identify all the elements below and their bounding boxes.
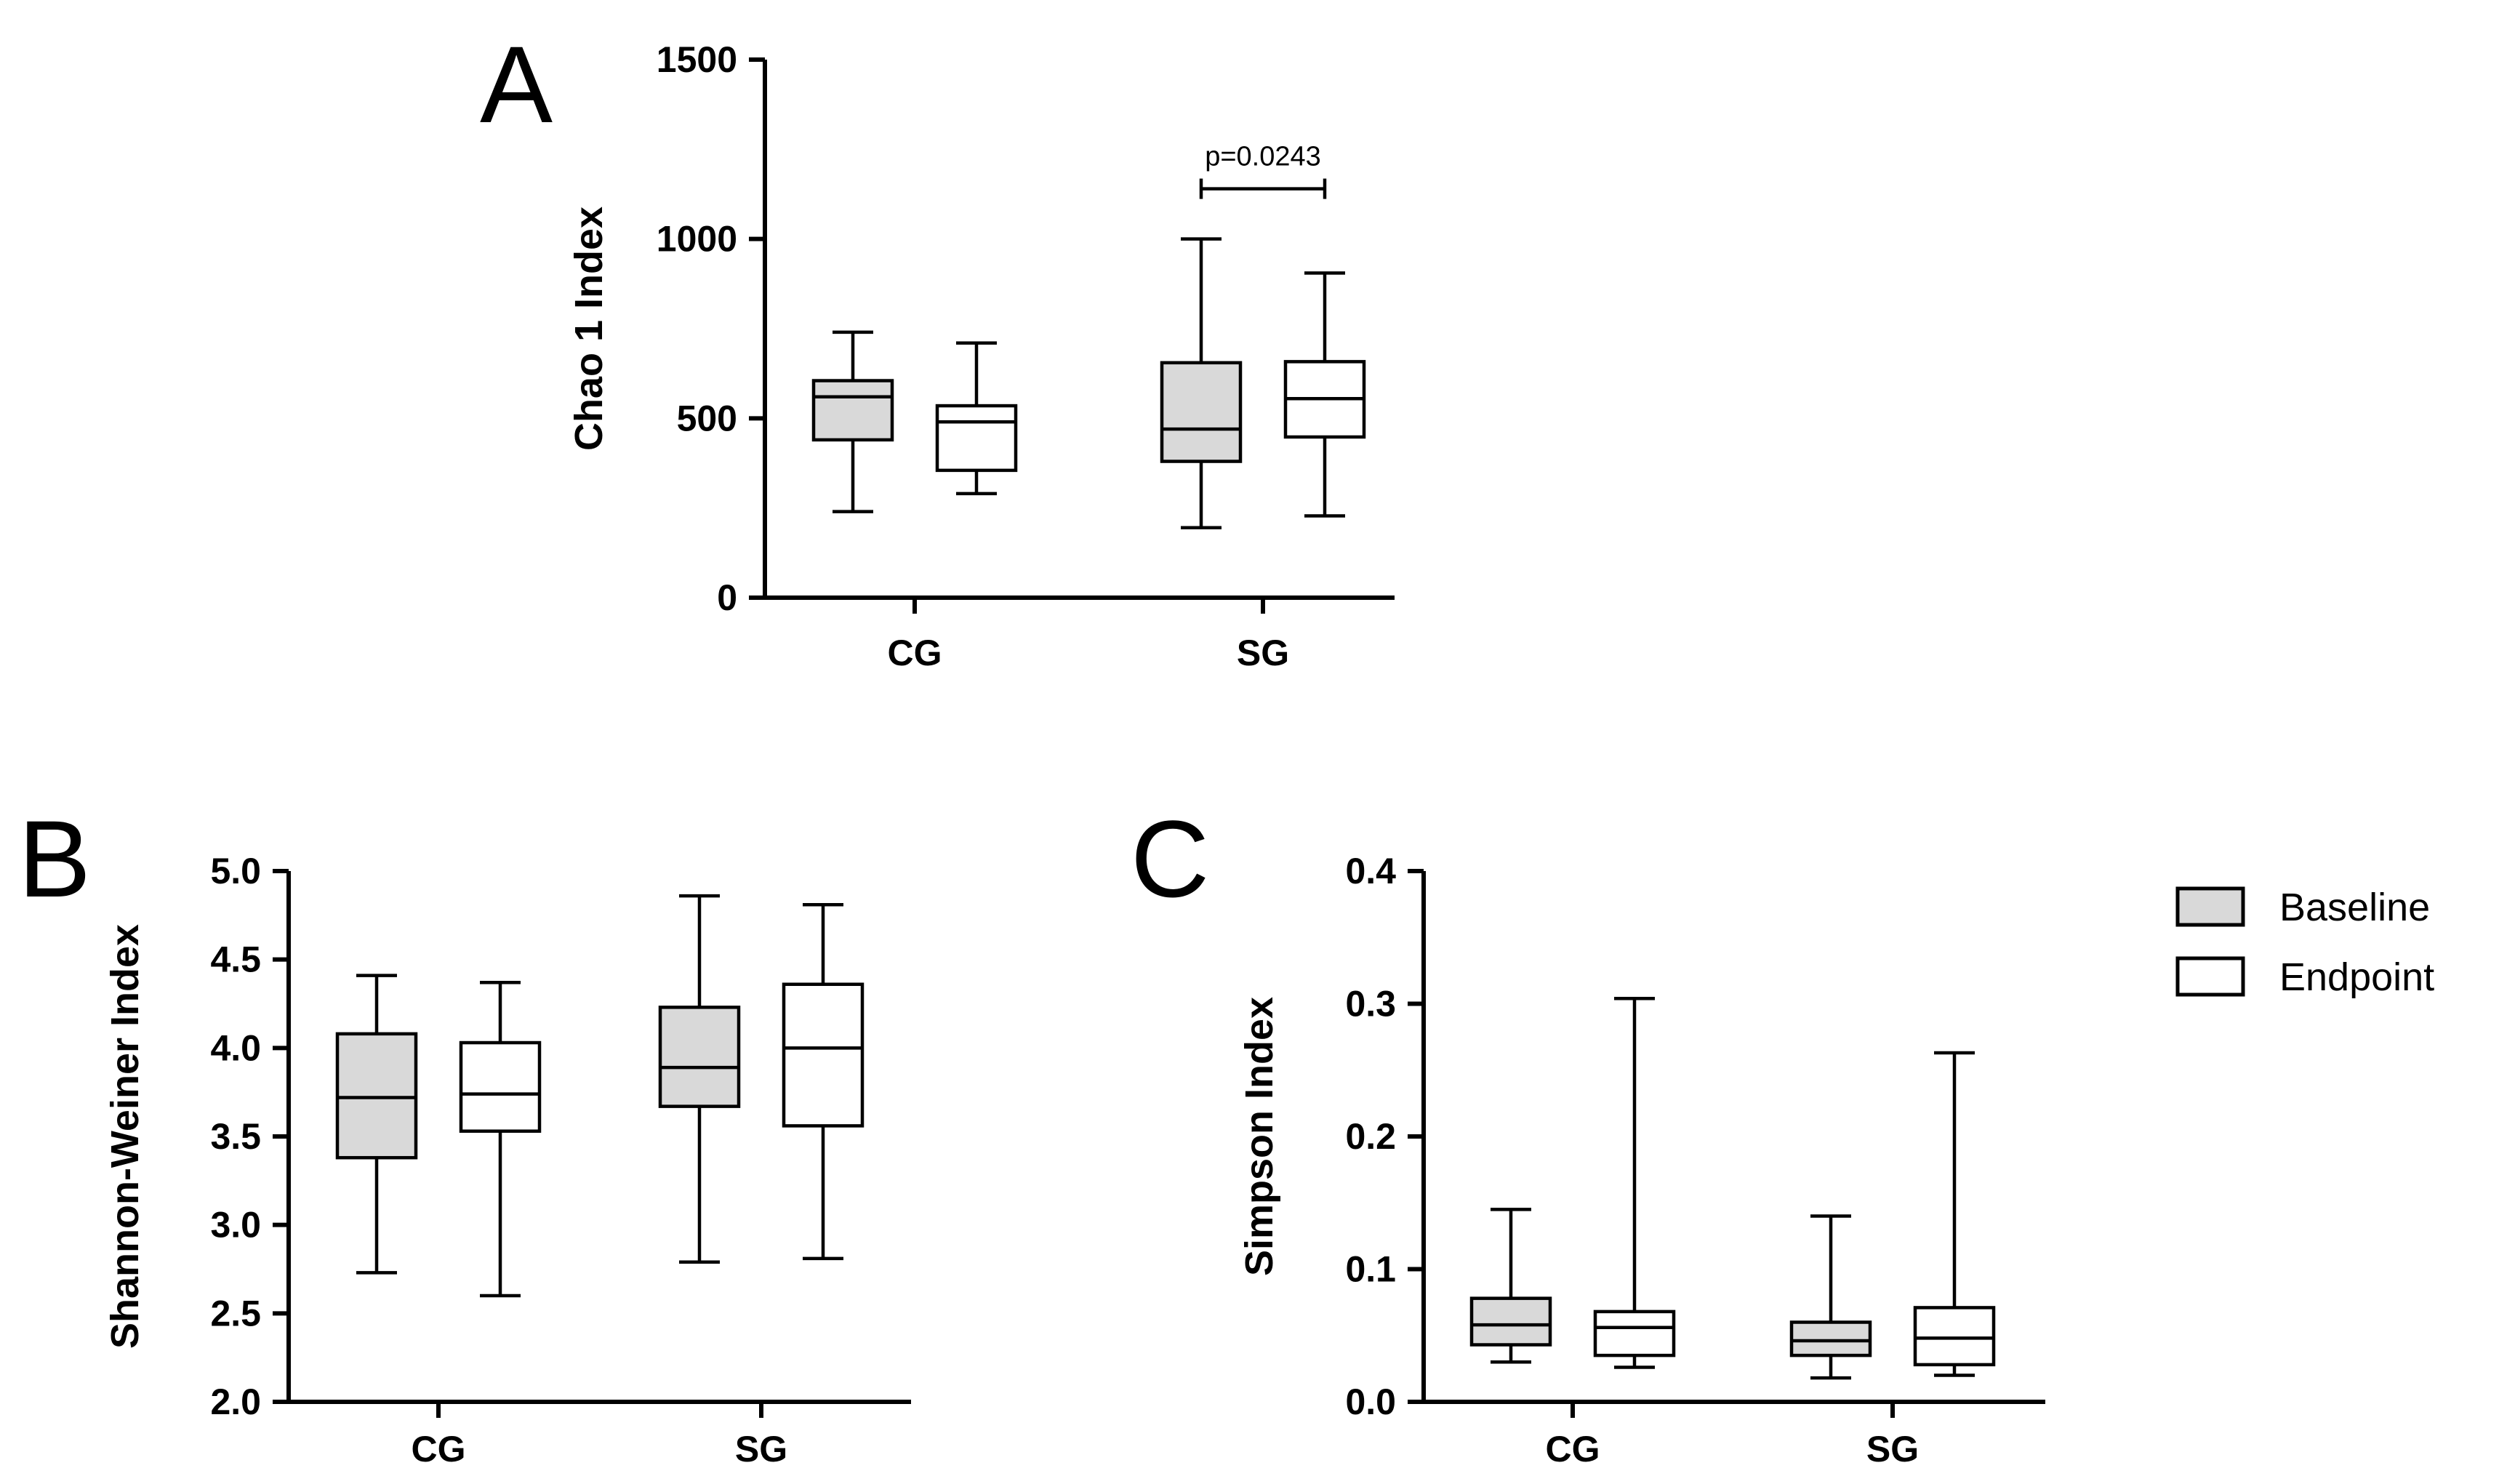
y-tick-label-b: 2.0 [210,1381,261,1422]
y-tick-label-b: 4.0 [210,1027,261,1068]
y-tick-label-c: 0.3 [1345,984,1396,1024]
panel-letter-b: B [18,798,91,920]
x-tick-label-c: CG [1546,1429,1600,1469]
panel-letter-a: A [480,23,553,145]
x-tick-label-b: SG [735,1429,787,1469]
y-tick-label-c: 0.1 [1345,1249,1396,1290]
legend-label-baseline: Baseline [2279,886,2430,929]
box-endpoint-cg-c [1593,1309,1676,1357]
legend-label-endpoint: Endpoint [2279,955,2434,999]
box-baseline-cg-c [1469,1296,1552,1347]
y-tick-label-b: 5.0 [210,851,261,891]
chart-panel-a: 0 500 1000 1500 CG SG Chao 1 Index p=0.0243 [567,39,1395,673]
y-tick-label-a: 1500 [657,39,737,80]
legend-swatch-baseline [2175,886,2245,927]
x-tick-label-a: SG [1237,633,1289,673]
y-axis-label-c: Simpson Index [1238,997,1281,1276]
p-value-label-a: p=0.0243 [1205,142,1321,172]
y-tick-label-a: 0 [717,577,737,618]
x-tick-label-c: SG [1866,1429,1919,1469]
x-tick-label-b: CG [412,1429,466,1469]
y-tick-label-c: 0.0 [1345,1381,1396,1422]
box-endpoint-sg-c [1913,1306,1996,1367]
y-tick-label-a: 1000 [657,219,737,260]
box-endpoint-sg-b [782,982,865,1128]
box-baseline-sg-b [658,1006,741,1108]
y-tick-label-c: 0.2 [1345,1116,1396,1157]
box-baseline-cg-b [335,1032,418,1160]
y-tick-label-b: 2.5 [210,1293,261,1333]
box-baseline-sg-c [1789,1320,1872,1357]
y-tick-label-b: 4.5 [210,939,261,980]
box-endpoint-cg-b [459,1040,542,1133]
box-baseline-sg-a [1160,361,1243,463]
box-baseline-cg-a [811,379,894,442]
y-axis-label-b: Shannon-Weiner Index [103,924,147,1349]
box-endpoint-cg-a [935,404,1018,473]
panel-letter-c: C [1131,798,1209,920]
x-tick-label-a: CG [888,633,942,673]
y-axis-label-a: Chao 1 Index [567,206,611,451]
chart-panel-c: 0.0 0.1 0.2 0.3 0.4 CG SG Simpson Index [1238,851,2045,1469]
y-tick-label-b: 3.0 [210,1205,261,1246]
legend-swatch-endpoint [2175,956,2245,997]
chart-panel-b: 2.0 2.5 3.0 3.5 4.0 4.5 5.0 CG SG Shannon-Weiner … [103,851,911,1469]
y-tick-label-c: 0.4 [1345,851,1396,891]
y-tick-label-a: 500 [677,398,737,438]
y-tick-label-b: 3.5 [210,1116,261,1157]
legend: Baseline Endpoint [2175,886,2434,999]
